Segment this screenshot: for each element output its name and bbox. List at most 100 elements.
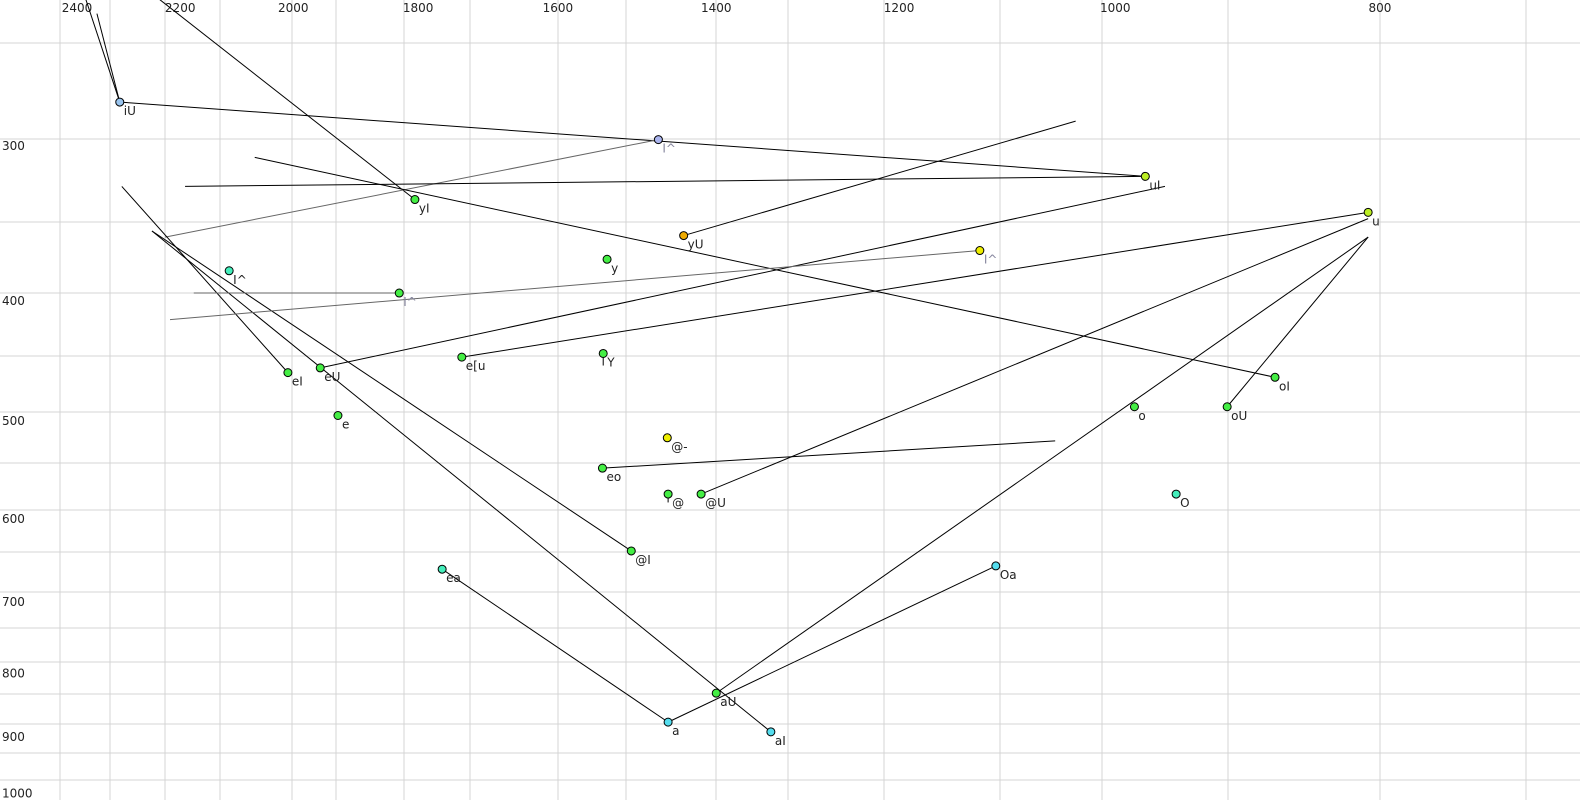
vowel-label: Y — [606, 355, 615, 369]
vowel-point[interactable]: e[u — [457, 352, 486, 373]
vowel-point[interactable]: a — [663, 717, 679, 738]
vowel-marker[interactable] — [1129, 402, 1139, 412]
vowel-label: aU — [720, 695, 736, 709]
vowel-marker[interactable] — [283, 368, 293, 378]
vowel-point[interactable]: @U — [696, 489, 726, 510]
vowel-marker[interactable] — [1171, 489, 1181, 499]
vowel-label: O — [1180, 496, 1189, 510]
vowel-marker[interactable] — [410, 195, 420, 205]
vowel-point[interactable]: Oa — [991, 561, 1017, 582]
vowel-marker[interactable] — [457, 352, 467, 362]
vowel-marker[interactable] — [975, 246, 985, 256]
vowel-label: oU — [1231, 409, 1247, 423]
vowel-point[interactable]: Y — [598, 348, 615, 369]
vowel-marker[interactable] — [1270, 372, 1280, 382]
vowel-marker[interactable] — [662, 433, 672, 443]
vowel-label: aI — [775, 734, 786, 748]
y-tick-label: 600 — [2, 512, 25, 526]
vowel-point[interactable]: ea — [437, 564, 461, 585]
trajectories — [85, 0, 1369, 733]
vowel-marker[interactable] — [626, 546, 636, 556]
x-tick-label: 1200 — [884, 1, 915, 15]
vowel-point[interactable]: e — [333, 411, 349, 432]
x-tick-label: 1600 — [543, 1, 574, 15]
vowel-marker[interactable] — [696, 489, 706, 499]
vowel-label: eU — [324, 370, 340, 384]
vowel-marker[interactable] — [597, 463, 607, 473]
vowel-label: uI — [1149, 178, 1160, 192]
vowel-label: ea — [446, 571, 461, 585]
vowel-label: @- — [671, 440, 687, 454]
vowel-point[interactable]: O — [1171, 489, 1190, 510]
vowel-marker[interactable] — [991, 561, 1001, 571]
vowel-point[interactable]: I^ — [975, 246, 998, 267]
vowel-point[interactable]: aU — [711, 688, 736, 709]
trajectory-line — [667, 565, 997, 723]
trajectory-line — [96, 13, 121, 103]
vowel-marker[interactable] — [602, 254, 612, 264]
x-tick-label: 800 — [1369, 1, 1392, 15]
vowel-point[interactable]: yU — [679, 231, 704, 252]
vowel-marker[interactable] — [394, 288, 404, 298]
vowel-point[interactable]: oI — [1270, 372, 1290, 393]
vowel-marker[interactable] — [1222, 402, 1232, 412]
vowel-marker[interactable] — [598, 348, 608, 358]
y-tick-label: 700 — [2, 595, 25, 609]
trajectory-line — [683, 120, 1076, 237]
trajectory-line — [1226, 236, 1369, 408]
trajectory-line — [320, 185, 1166, 369]
trajectory-line — [121, 186, 289, 373]
vowel-point[interactable]: I^ — [653, 135, 676, 156]
vowel-marker[interactable] — [766, 727, 776, 737]
vowel-point[interactable]: y — [602, 254, 618, 275]
vowel-marker[interactable] — [679, 231, 689, 241]
x-tick-label: 1400 — [701, 1, 732, 15]
vowel-marker[interactable] — [315, 363, 325, 373]
vowel-marker[interactable] — [224, 266, 234, 276]
vowel-label: I^ — [403, 295, 417, 309]
vowel-point[interactable]: eU — [315, 363, 340, 384]
vowel-point[interactable]: o — [1129, 402, 1146, 423]
vowel-point[interactable]: aI — [766, 727, 786, 748]
y-tick-label: 300 — [2, 139, 25, 153]
vowel-point[interactable]: u — [1363, 207, 1380, 228]
vowel-point[interactable]: yI — [410, 195, 430, 216]
trajectory-line — [441, 568, 669, 723]
vowel-point[interactable]: oU — [1222, 402, 1247, 423]
x-tick-label: 1800 — [403, 1, 434, 15]
vowel-point[interactable]: uI — [1140, 171, 1160, 192]
vowel-marker[interactable] — [663, 489, 673, 499]
vowel-point[interactable]: I^ — [224, 266, 247, 287]
vowel-label: I^ — [233, 273, 247, 287]
vowel-point[interactable]: @ — [663, 489, 684, 510]
vowel-marker[interactable] — [663, 717, 673, 727]
trajectory-line — [700, 218, 1369, 495]
vowel-point[interactable]: I^ — [394, 288, 417, 309]
vowel-marker[interactable] — [1363, 207, 1373, 217]
vowel-marker[interactable] — [333, 411, 343, 421]
vowel-point[interactable]: @- — [662, 433, 688, 454]
vowel-point[interactable]: eI — [283, 368, 303, 389]
x-axis-ticks: 2400 2200 2000 1800 1600 1400 1200 1000 800 — [62, 1, 1392, 15]
y-tick-label: 800 — [2, 667, 25, 681]
vowel-label: @I — [635, 553, 651, 567]
y-tick-label: 1000 — [2, 787, 33, 800]
vowel-point[interactable]: iU — [115, 97, 136, 118]
trajectory-line — [715, 236, 1369, 694]
y-tick-label: 500 — [2, 414, 25, 428]
vowel-marker[interactable] — [653, 135, 663, 145]
trajectory-line — [165, 139, 659, 238]
vowel-point[interactable]: eo — [597, 463, 621, 484]
vowel-marker[interactable] — [115, 97, 125, 107]
y-axis-ticks: 300 400 500 600 700 800 900 1000 — [2, 139, 33, 800]
vowel-point[interactable]: @I — [626, 546, 651, 567]
trajectory-line — [461, 211, 1369, 358]
trajectory-line — [169, 250, 980, 321]
vowel-marker[interactable] — [711, 688, 721, 698]
vowel-marker[interactable] — [437, 564, 447, 574]
trajectory-line — [185, 175, 1146, 187]
vowel-marker[interactable] — [1140, 171, 1150, 181]
vowel-label: eo — [606, 470, 621, 484]
y-tick-label: 900 — [2, 730, 25, 744]
